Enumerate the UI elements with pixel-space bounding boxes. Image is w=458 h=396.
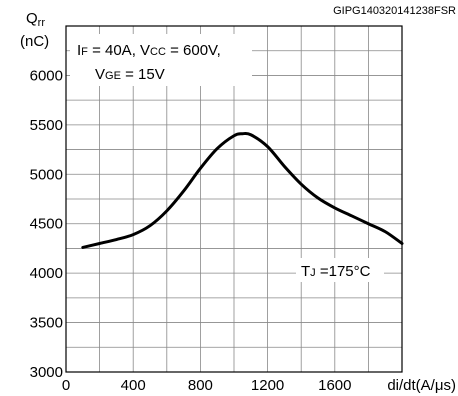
x-tick-label: 400 (121, 377, 146, 394)
annotation-box (296, 258, 384, 282)
y-axis-subscript: rr (38, 17, 46, 29)
text-part: = 600V, (166, 42, 221, 59)
text-part: I (77, 42, 81, 59)
conditions-box (70, 34, 252, 86)
y-tick-label: 3500 (30, 315, 63, 332)
y-tick-label: 5000 (30, 166, 63, 183)
y-tick-label: 3000 (30, 364, 63, 381)
y-tick-label: 4500 (30, 216, 63, 233)
x-tick-label: 0 (62, 377, 70, 394)
plot-border (65, 25, 403, 373)
text-part: V (95, 66, 105, 83)
text-part: T (301, 263, 310, 280)
temperature-annotation: TJ =175°C (301, 263, 371, 280)
conditions-line-1: IF = 40A, VCC = 600V, (77, 42, 221, 59)
y-tick-labels: 3000 3500 4000 4500 5000 5500 6000 (30, 67, 63, 381)
y-axis-symbol: Q (26, 10, 38, 27)
x-tick-label: 1600 (318, 377, 351, 394)
plot-frame (65, 25, 403, 373)
y-tick-label: 5500 (30, 117, 63, 134)
x-axis-label: di/dt(A/μs) (387, 377, 456, 394)
x-tick-labels: 0 400 800 1200 1600 (62, 377, 352, 394)
subscript: CC (150, 46, 166, 58)
series-line (81, 131, 404, 249)
text-part: = 40A, V (88, 42, 150, 59)
subscript: GE (105, 70, 121, 82)
series-group (81, 131, 404, 249)
x-tick-label: 1200 (251, 377, 284, 394)
subscript: J (310, 267, 316, 279)
x-tick-label: 800 (188, 377, 213, 394)
y-tick-label: 6000 (30, 67, 63, 84)
y-axis-unit: (nC) (20, 33, 49, 50)
text-part: =175°C (316, 263, 371, 280)
y-tick-label: 4000 (30, 265, 63, 282)
conditions-line-2: VGE = 15V (95, 66, 165, 83)
figure-code: GIPG140320141238FSR (333, 5, 456, 17)
subscript: F (81, 46, 88, 58)
y-axis-label: Qrr (26, 10, 45, 29)
text-part: = 15V (121, 66, 165, 83)
